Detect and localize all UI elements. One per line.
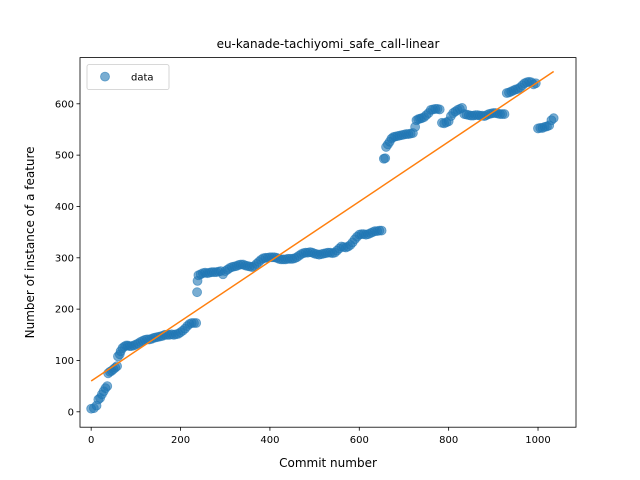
legend-box [86, 64, 170, 90]
legend-label-data: data [131, 73, 154, 84]
data-point [548, 113, 559, 124]
y-axis-label: Number of instance of a feature [23, 146, 37, 338]
x-axis: 0 200 400 600 800 1000 [88, 427, 551, 446]
y-tick-label-0: 0 [68, 407, 74, 418]
y-tick-label-100: 100 [55, 356, 74, 367]
data-points [86, 76, 559, 414]
fit-line [90, 70, 555, 382]
fit-line-layer [90, 70, 555, 382]
data-point [376, 225, 387, 236]
x-tick-label-400: 400 [260, 435, 279, 446]
data-point [499, 109, 510, 119]
data-point [192, 287, 202, 298]
y-tick-label-500: 500 [55, 151, 74, 162]
data-point [102, 381, 113, 392]
data-point [380, 153, 391, 164]
x-tick-label-600: 600 [350, 435, 369, 446]
y-tick-label-600: 600 [55, 99, 74, 110]
chart-title: eu-kanade-tachiyomi_safe_call-linear [217, 37, 440, 51]
x-tick-label-1000: 1000 [525, 435, 550, 446]
x-tick-label-200: 200 [171, 435, 190, 446]
legend: data [86, 64, 170, 90]
y-axis: 0 100 200 300 400 500 600 [55, 99, 80, 418]
legend-marker-data [100, 71, 110, 82]
y-tick-label-300: 300 [55, 253, 74, 264]
x-axis-label: Commit number [279, 456, 377, 470]
x-tick-label-800: 800 [439, 435, 458, 446]
data-point [191, 318, 202, 328]
y-tick-label-400: 400 [55, 202, 74, 213]
data-point [434, 104, 445, 115]
x-tick-label-0: 0 [88, 435, 94, 446]
y-tick-label-200: 200 [55, 305, 74, 316]
axes-frame [79, 57, 577, 428]
